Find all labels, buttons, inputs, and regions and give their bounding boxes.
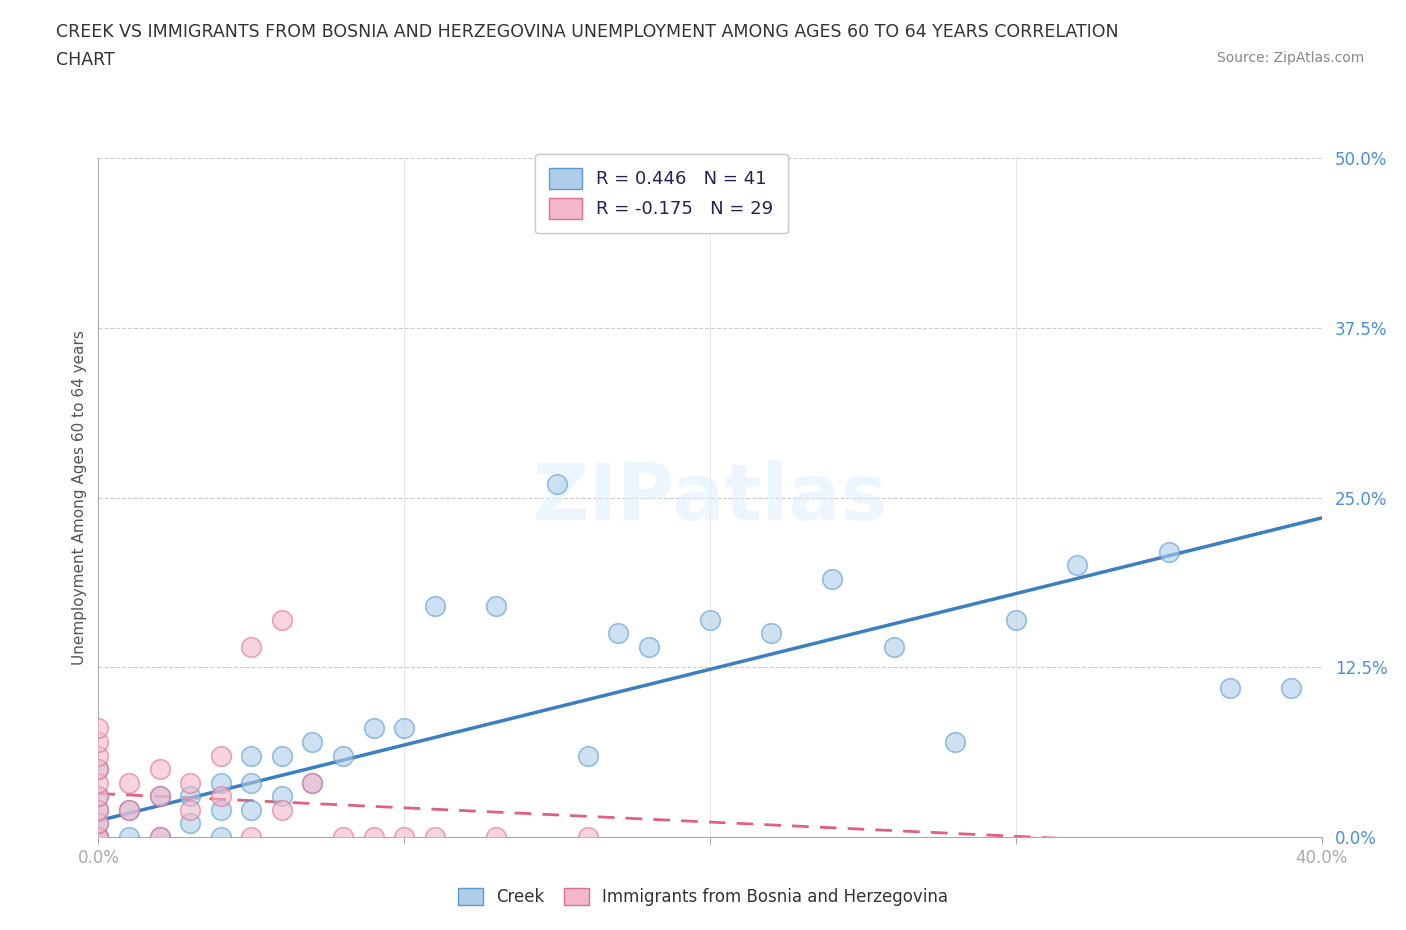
Point — [240, 776, 263, 790]
Point — [87, 830, 110, 844]
Legend: R = 0.446   N = 41, R = -0.175   N = 29: R = 0.446 N = 41, R = -0.175 N = 29 — [534, 153, 787, 233]
Point — [87, 830, 110, 844]
Point — [392, 830, 416, 844]
Point — [270, 612, 292, 627]
Point — [87, 762, 110, 777]
Point — [270, 789, 292, 804]
Point — [118, 776, 141, 790]
Point — [943, 735, 966, 750]
Point — [149, 830, 172, 844]
Point — [1219, 680, 1241, 695]
Point — [301, 776, 323, 790]
Text: CHART: CHART — [56, 51, 115, 69]
Point — [699, 612, 721, 627]
Point — [87, 803, 110, 817]
Point — [149, 789, 172, 804]
Point — [1279, 680, 1302, 695]
Point — [240, 748, 263, 763]
Point — [546, 476, 568, 491]
Legend: Creek, Immigrants from Bosnia and Herzegovina: Creek, Immigrants from Bosnia and Herzeg… — [451, 881, 955, 912]
Point — [87, 789, 110, 804]
Point — [87, 762, 110, 777]
Point — [576, 830, 599, 844]
Point — [270, 748, 292, 763]
Point — [179, 789, 201, 804]
Point — [209, 776, 232, 790]
Point — [87, 816, 110, 830]
Text: ZIPatlas: ZIPatlas — [533, 459, 887, 536]
Point — [332, 748, 354, 763]
Point — [240, 640, 263, 655]
Point — [87, 830, 110, 844]
Point — [209, 830, 232, 844]
Point — [363, 721, 385, 736]
Point — [209, 789, 232, 804]
Point — [87, 748, 110, 763]
Point — [87, 803, 110, 817]
Point — [392, 721, 416, 736]
Point — [149, 762, 172, 777]
Point — [149, 789, 172, 804]
Point — [270, 803, 292, 817]
Y-axis label: Unemployment Among Ages 60 to 64 years: Unemployment Among Ages 60 to 64 years — [72, 330, 87, 665]
Point — [87, 735, 110, 750]
Point — [607, 626, 630, 641]
Point — [149, 830, 172, 844]
Point — [240, 803, 263, 817]
Point — [1157, 544, 1180, 559]
Text: Source: ZipAtlas.com: Source: ZipAtlas.com — [1216, 51, 1364, 65]
Point — [485, 599, 508, 614]
Point — [1066, 558, 1088, 573]
Point — [118, 803, 141, 817]
Point — [423, 599, 446, 614]
Point — [576, 748, 599, 763]
Point — [179, 803, 201, 817]
Point — [87, 776, 110, 790]
Point — [209, 803, 232, 817]
Point — [209, 748, 232, 763]
Point — [240, 830, 263, 844]
Point — [485, 830, 508, 844]
Point — [87, 721, 110, 736]
Point — [87, 789, 110, 804]
Point — [301, 735, 323, 750]
Point — [301, 776, 323, 790]
Point — [1004, 612, 1026, 627]
Point — [637, 640, 661, 655]
Point — [423, 830, 446, 844]
Point — [179, 816, 201, 830]
Point — [759, 626, 782, 641]
Point — [118, 803, 141, 817]
Point — [883, 640, 905, 655]
Point — [332, 830, 354, 844]
Text: CREEK VS IMMIGRANTS FROM BOSNIA AND HERZEGOVINA UNEMPLOYMENT AMONG AGES 60 TO 64: CREEK VS IMMIGRANTS FROM BOSNIA AND HERZ… — [56, 23, 1119, 41]
Point — [118, 830, 141, 844]
Point — [363, 830, 385, 844]
Point — [821, 572, 844, 587]
Point — [179, 776, 201, 790]
Point — [87, 816, 110, 830]
